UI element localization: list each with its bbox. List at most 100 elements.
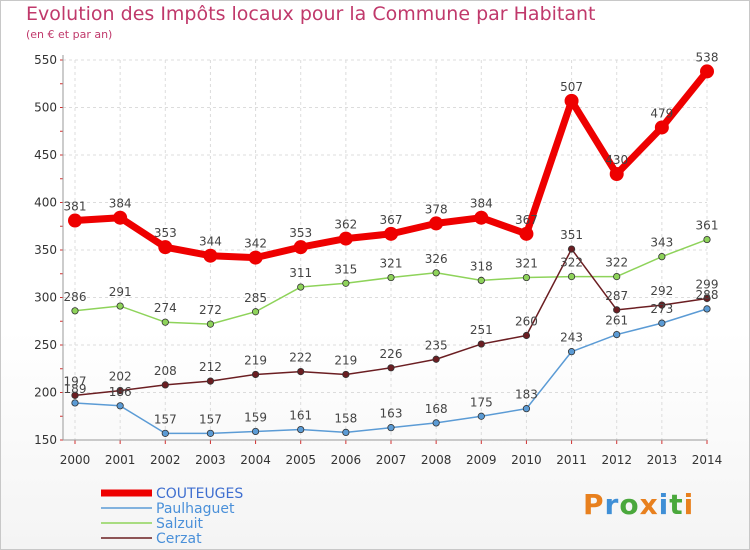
x-tick-label: 2005 <box>285 453 316 467</box>
proxiti-logo: Proxiti <box>583 488 694 521</box>
logo-letter: o <box>619 488 640 521</box>
y-tick-label: 500 <box>34 101 57 115</box>
x-tick-label: 2011 <box>556 453 587 467</box>
data-label-couteuges: 362 <box>334 218 357 232</box>
data-label-couteuges: 378 <box>425 202 448 216</box>
data-point-salzuit <box>206 320 215 328</box>
data-point-couteuges <box>609 167 624 181</box>
x-tick-label: 2010 <box>511 453 542 467</box>
data-point-cerzat <box>251 370 260 379</box>
data-label-couteuges: 344 <box>199 235 222 249</box>
data-point-salzuit <box>161 318 169 326</box>
y-tick-label: 250 <box>34 338 57 352</box>
x-tick-label: 2006 <box>331 453 362 467</box>
data-label-salzuit: 321 <box>515 257 538 271</box>
data-label-paulhaguet: 175 <box>470 395 493 409</box>
data-point-couteuges <box>700 64 714 79</box>
data-point-paulhaguet <box>477 412 485 420</box>
y-tick-label: 200 <box>34 386 57 400</box>
data-label-paulhaguet: 183 <box>515 388 538 402</box>
data-point-cerzat <box>658 301 666 309</box>
data-label-cerzat: 260 <box>515 315 538 329</box>
data-point-paulhaguet <box>116 402 124 410</box>
data-label-couteuges: 342 <box>244 237 267 251</box>
data-point-salzuit <box>703 235 711 244</box>
x-tick-label: 2004 <box>240 453 271 467</box>
x-tick-label: 2013 <box>647 453 678 467</box>
x-tick-label: 2003 <box>195 453 226 467</box>
data-point-salzuit <box>477 276 485 284</box>
data-point-paulhaguet <box>161 429 169 437</box>
data-label-cerzat: 219 <box>244 353 267 367</box>
data-label-salzuit: 318 <box>470 259 493 273</box>
data-point-cerzat <box>116 386 124 395</box>
data-point-cerzat <box>432 355 440 363</box>
x-tick-label: 2014 <box>692 453 723 467</box>
data-point-salzuit <box>432 269 440 277</box>
data-point-cerzat <box>477 340 485 348</box>
data-label-paulhaguet: 168 <box>425 402 448 416</box>
data-label-cerzat: 251 <box>470 323 493 337</box>
data-point-salzuit <box>342 279 350 287</box>
data-point-cerzat <box>567 245 576 253</box>
data-point-paulhaguet <box>342 428 350 436</box>
x-tick-label: 2000 <box>60 453 91 467</box>
data-label-paulhaguet: 159 <box>244 410 267 424</box>
data-label-paulhaguet: 261 <box>605 314 628 328</box>
data-point-couteuges <box>474 210 489 225</box>
data-point-paulhaguet <box>658 319 666 327</box>
data-label-paulhaguet: 288 <box>696 288 719 302</box>
data-label-couteuges: 381 <box>64 200 87 214</box>
data-label-couteuges: 538 <box>696 50 719 64</box>
data-label-salzuit: 321 <box>380 257 403 271</box>
data-label-cerzat: 292 <box>650 284 673 298</box>
data-point-paulhaguet <box>567 348 576 356</box>
data-point-couteuges <box>338 231 353 246</box>
data-point-cerzat <box>613 306 621 314</box>
data-point-couteuges <box>429 216 444 231</box>
data-point-salzuit <box>71 307 79 315</box>
data-label-couteuges: 367 <box>515 213 538 227</box>
data-label-paulhaguet: 157 <box>154 412 177 426</box>
y-tick-label: 150 <box>34 433 57 447</box>
x-tick-label: 2007 <box>376 453 407 467</box>
data-label-paulhaguet: 163 <box>380 407 403 421</box>
data-point-salzuit <box>613 272 621 281</box>
data-label-cerzat: 202 <box>109 370 132 384</box>
data-point-salzuit <box>251 308 260 316</box>
data-label-paulhaguet: 161 <box>289 409 312 423</box>
data-point-cerzat <box>703 294 711 303</box>
data-point-cerzat <box>297 367 305 376</box>
data-point-cerzat <box>387 364 395 372</box>
x-tick-label: 2008 <box>421 453 452 467</box>
logo-letter: P <box>583 488 605 521</box>
data-label-couteuges: 367 <box>380 213 403 227</box>
data-label-salzuit: 311 <box>289 266 312 280</box>
data-point-paulhaguet <box>71 399 79 407</box>
data-label-salzuit: 286 <box>64 290 87 304</box>
data-label-paulhaguet: 189 <box>64 382 87 396</box>
legend-label-paulhaguet: Paulhaguet <box>156 501 235 517</box>
data-label-cerzat: 197 <box>64 374 87 388</box>
data-point-paulhaguet <box>613 330 621 339</box>
data-label-salzuit: 291 <box>109 285 132 299</box>
data-point-paulhaguet <box>387 424 395 432</box>
x-tick-label: 2001 <box>105 453 136 467</box>
data-label-cerzat: 299 <box>696 277 719 291</box>
data-label-couteuges: 353 <box>289 226 312 240</box>
data-label-couteuges: 384 <box>109 197 132 211</box>
data-point-cerzat <box>342 370 350 379</box>
data-point-couteuges <box>248 250 263 265</box>
data-point-couteuges <box>519 226 534 241</box>
legend-label-couteuges: COUTEUGES <box>156 486 243 502</box>
data-label-paulhaguet: 157 <box>199 412 222 426</box>
data-label-cerzat: 219 <box>334 353 357 367</box>
data-label-cerzat: 222 <box>289 351 312 365</box>
data-label-paulhaguet: 158 <box>334 411 357 425</box>
data-point-cerzat <box>206 377 215 385</box>
y-tick-label: 400 <box>34 196 57 210</box>
data-label-couteuges: 353 <box>154 226 177 240</box>
data-point-paulhaguet <box>432 419 440 427</box>
